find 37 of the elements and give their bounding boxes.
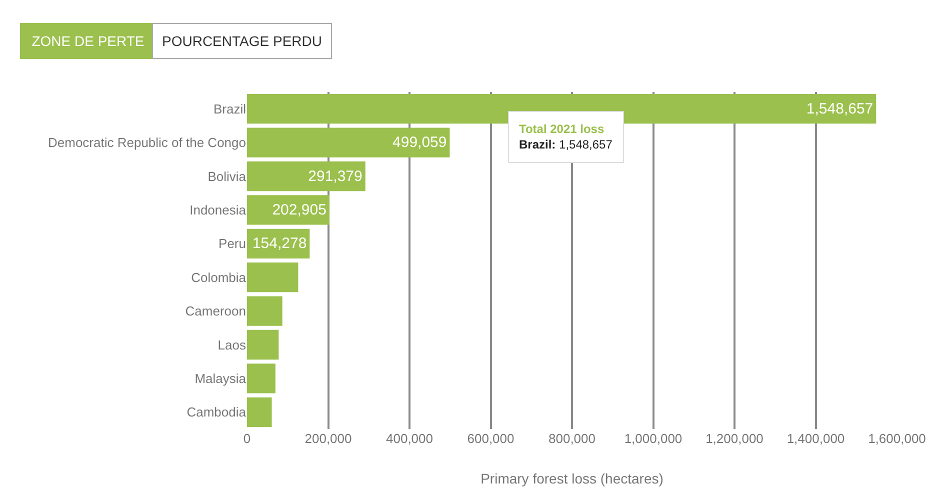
bar [247,195,330,225]
annotation: Total 2021 loss Brazil: 1,548,657 [519,122,613,152]
x-axis-title: Primary forest loss (hectares) [480,470,664,486]
y-tick-label: Laos [218,337,246,352]
x-tick-label: 800,000 [548,431,596,446]
data-label: 202,905 [272,201,326,218]
bar [247,397,272,427]
data-label: 291,379 [308,168,362,185]
y-tick-label: Democratic Republic of the Congo [48,135,246,150]
bar [247,161,366,192]
y-tick-label: Indonesia [190,202,247,218]
y-tick-label: Malaysia [194,371,247,386]
y-tick-label: Colombia [191,270,247,285]
x-tick-label: 600,000 [467,431,514,446]
x-tick-label: 400,000 [386,431,433,446]
y-tick-label: Cambodia [186,404,247,420]
y-tick-label: Brazil [213,101,246,116]
y-tick-label: Peru [218,236,246,252]
x-tick-label: 1,400,000 [786,431,845,446]
x-tick-label: 0 [243,431,251,446]
x-tick-label: 1,000,000 [624,431,682,446]
x-tick-label: 1,200,000 [706,431,764,446]
bar [247,364,276,394]
bar [247,262,298,292]
x-tick-label: 200,000 [304,431,352,446]
bar [247,330,279,360]
bar [247,94,876,124]
data-label: 499,059 [392,134,447,152]
y-tick-label: Bolivia [208,168,247,184]
bar [247,128,450,158]
bar [247,296,282,326]
data-label: 1,548,657 [806,100,874,118]
y-tick-label: Cameroon [185,304,246,319]
data-label: 154,278 [252,235,307,252]
text: ZONE DE PERTE [32,33,144,49]
x-tick-label: 1,600,000 [868,431,926,446]
text: POURCENTAGE PERDU [162,33,322,49]
